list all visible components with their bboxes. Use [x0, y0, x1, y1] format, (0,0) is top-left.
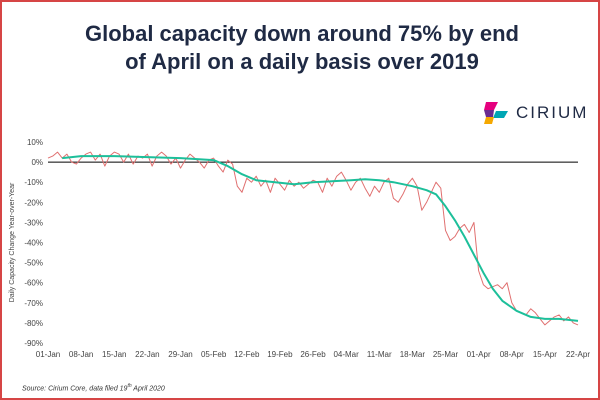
y-tick-label: -30%: [24, 218, 43, 227]
logo-shape-yellow: [484, 117, 494, 124]
x-tick-label: 11-Mar: [367, 350, 392, 359]
x-tick-label: 25-Mar: [433, 350, 459, 359]
y-tick-label: -10%: [24, 178, 43, 187]
source-prefix: Source: Cirium Core, data filed 19: [22, 385, 128, 393]
title-line-1: Global capacity down around 75% by end: [85, 21, 519, 46]
logo-shape-teal: [493, 111, 508, 118]
y-tick-label: -40%: [24, 239, 43, 248]
x-tick-label: 01-Jan: [36, 350, 60, 359]
source-sup: th: [127, 383, 132, 389]
daily-change-line: [47, 151, 579, 326]
capacity-line-chart: 10% 0% -10% -20% -30% -40% -50% -60% -70% -80% -90…: [9, 138, 591, 359]
cirium-logo: CIRIUM: [484, 100, 588, 126]
logo-wordmark: CIRIUM: [516, 103, 589, 122]
x-tick-label: 18-Mar: [400, 350, 426, 359]
chart-series: [47, 151, 579, 326]
x-tick-label: 04-Mar: [333, 350, 359, 359]
x-tick-label: 29-Jan: [168, 350, 192, 359]
y-tick-label: -50%: [24, 259, 43, 268]
source-suffix: April 2020: [131, 385, 165, 393]
x-axis-ticks: 01-Jan 08-Jan 15-Jan 22-Jan 29-Jan 05-Feb 12-F…: [36, 350, 591, 359]
title-line-2: of April on a daily basis over 2019: [125, 49, 479, 74]
x-tick-label: 08-Jan: [69, 350, 93, 359]
cirium-mark-icon: [484, 102, 508, 124]
x-tick-label: 22-Apr: [566, 350, 590, 359]
logo-shape-purple: [484, 110, 494, 117]
source-note: Source: Cirium Core, data filed 19th Apr…: [22, 383, 165, 392]
page-title: Global capacity down around 75% by end o…: [22, 20, 582, 76]
x-tick-label: 26-Feb: [300, 350, 326, 359]
y-tick-label: 0%: [31, 158, 43, 167]
y-tick-label: -70%: [24, 299, 43, 308]
x-tick-label: 15-Jan: [102, 350, 126, 359]
y-axis-ticks: 10% 0% -10% -20% -30% -40% -50% -60% -70% -80% -90…: [24, 138, 43, 348]
y-tick-label: -90%: [24, 339, 43, 348]
x-tick-label: 01-Apr: [467, 350, 491, 359]
y-tick-label: -60%: [24, 279, 43, 288]
x-tick-label: 12-Feb: [234, 350, 260, 359]
x-tick-label: 22-Jan: [135, 350, 159, 359]
x-tick-label: 19-Feb: [267, 350, 293, 359]
x-tick-label: 05-Feb: [201, 350, 227, 359]
y-tick-label: -20%: [24, 198, 43, 207]
trend-line: [62, 155, 579, 322]
logo-shape-magenta: [484, 102, 498, 110]
y-axis-label: Daily Capacity Change Year-over-Year: [9, 182, 16, 302]
x-tick-label: 08-Apr: [500, 350, 524, 359]
y-tick-label: -80%: [24, 319, 43, 328]
x-tick-label: 15-Apr: [533, 350, 557, 359]
y-tick-label: 10%: [27, 138, 43, 147]
